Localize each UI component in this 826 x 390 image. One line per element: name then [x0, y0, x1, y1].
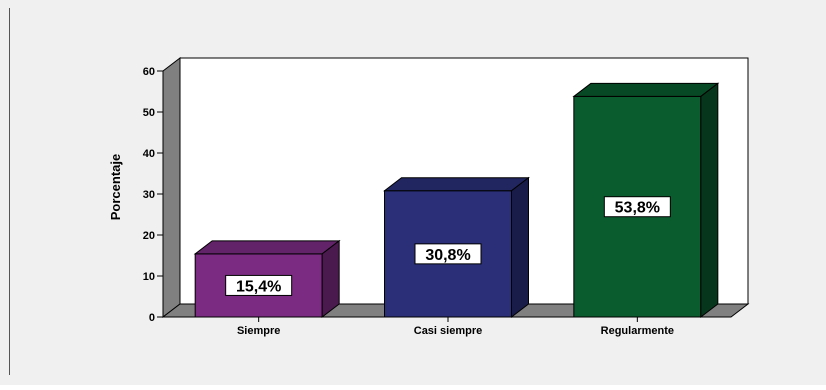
- x-tick-label: Regularmente: [601, 325, 674, 337]
- bar: 30,8%: [383, 176, 530, 319]
- side-wall: [162, 56, 181, 319]
- bar-top: [383, 177, 530, 192]
- bar-top: [193, 240, 341, 255]
- y-axis-label: Porcentaje: [108, 154, 123, 220]
- x-tick-label: Casi siempre: [414, 325, 482, 337]
- bar: 53,8%: [572, 82, 720, 319]
- y-tick-label: 50: [143, 107, 155, 119]
- y-tick-label: 60: [143, 66, 155, 78]
- bar-side: [700, 82, 719, 319]
- bars: 15,4% 30,8% 53,8%: [193, 82, 720, 319]
- y-tick-label: 10: [143, 271, 155, 283]
- data-label: 15,4%: [236, 278, 281, 295]
- bar: 15,4%: [193, 239, 341, 319]
- x-tick-label: Siempre: [237, 325, 280, 337]
- data-label-box: [603, 196, 671, 218]
- bar-top: [572, 82, 720, 97]
- data-label-box: [225, 274, 293, 296]
- y-tick-label: 40: [143, 148, 155, 160]
- data-label-box: [414, 243, 482, 265]
- y-axis: 0 10 20 30 40 50 60: [143, 66, 163, 324]
- bar-side: [321, 239, 340, 319]
- y-tick-label: 30: [143, 189, 155, 201]
- bar-side: [511, 176, 529, 319]
- data-label: 30,8%: [425, 247, 470, 264]
- x-axis: Siempre Casi siempre Regularmente: [237, 317, 674, 337]
- data-label: 53,8%: [615, 200, 660, 217]
- y-tick-label: 0: [149, 312, 155, 324]
- y-tick-label: 20: [143, 230, 155, 242]
